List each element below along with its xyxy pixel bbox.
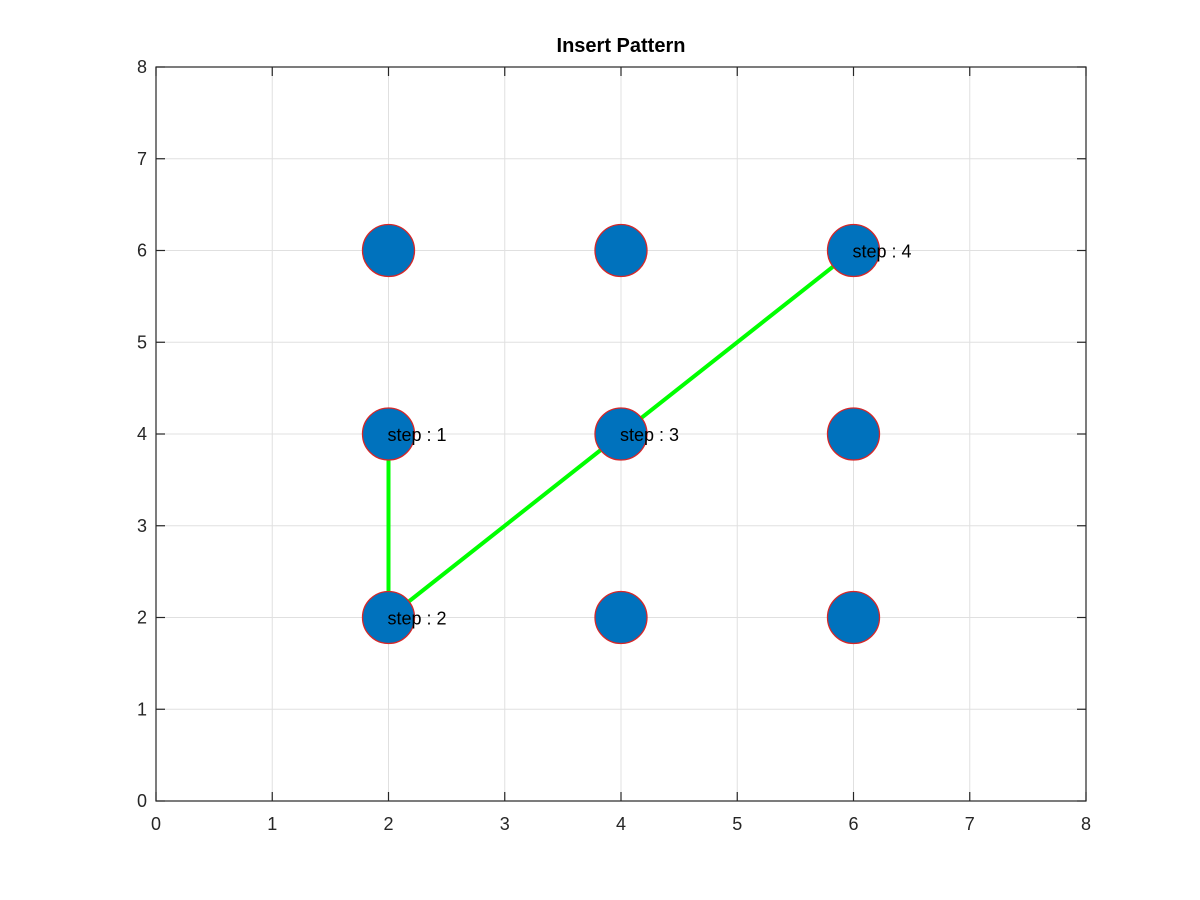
step-annotations: step : 1 step : 2 step : 3 step : 4 (388, 242, 912, 629)
x-tick-label: 3 (500, 814, 510, 834)
pattern-path (386, 248, 855, 620)
pattern-point (594, 590, 648, 645)
pattern-points (361, 223, 881, 645)
y-tick-label: 3 (137, 516, 147, 536)
pattern-point (361, 590, 416, 645)
step-label: step : 4 (853, 242, 912, 262)
pattern-point (594, 407, 648, 461)
y-tick-label: 2 (137, 608, 147, 628)
pattern-point (826, 407, 881, 461)
pattern-point (826, 590, 881, 645)
y-tick-label: 4 (137, 424, 147, 444)
pattern-path-line (386, 248, 855, 620)
x-tick-label: 5 (732, 814, 742, 834)
x-tick-label: 6 (848, 814, 858, 834)
y-tick-label: 6 (137, 241, 147, 261)
step-label: step : 1 (388, 425, 447, 445)
y-tick-label: 1 (137, 699, 147, 719)
x-tick-label: 4 (616, 814, 626, 834)
pattern-point (826, 223, 881, 278)
step-label: step : 2 (388, 609, 447, 629)
chart-title: Insert Pattern (557, 35, 686, 57)
pattern-point (361, 407, 416, 461)
x-tick-label: 8 (1081, 814, 1091, 834)
step-label: step : 3 (620, 425, 679, 445)
y-tick-label: 0 (137, 791, 147, 811)
y-tick-label: 8 (137, 57, 147, 77)
y-tick-label: 5 (137, 332, 147, 352)
x-tick-label: 0 (151, 814, 161, 834)
axis-ticks: 0 1 2 3 4 5 6 7 8 0 1 2 3 4 5 6 7 8 (137, 57, 1091, 834)
x-tick-label: 2 (383, 814, 393, 834)
y-tick-label: 7 (137, 149, 147, 169)
x-tick-label: 7 (965, 814, 975, 834)
x-tick-label: 1 (267, 814, 277, 834)
pattern-point (361, 223, 416, 278)
pattern-point (594, 223, 648, 278)
